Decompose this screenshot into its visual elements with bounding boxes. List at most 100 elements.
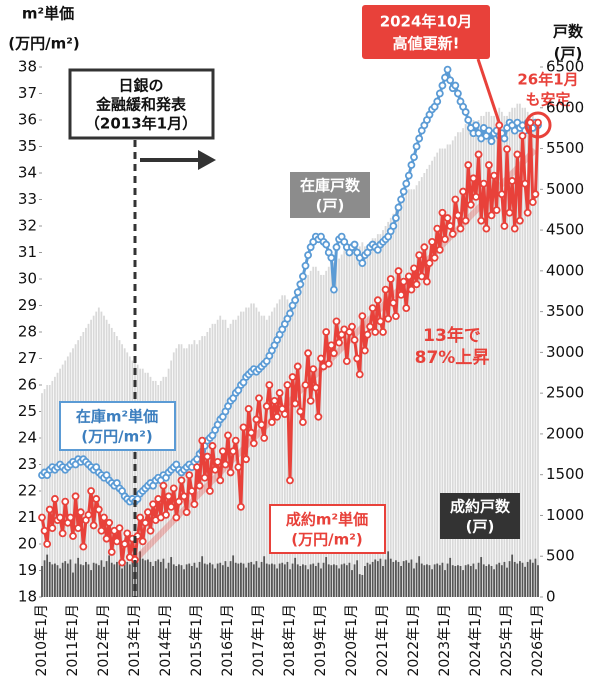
y2-tick-label: 3000 bbox=[546, 343, 584, 361]
bar bbox=[467, 124, 470, 598]
y-tick-label: 35 bbox=[18, 137, 37, 155]
point bbox=[464, 116, 473, 124]
point bbox=[412, 142, 421, 151]
bar bbox=[402, 561, 405, 597]
bar bbox=[397, 561, 400, 597]
point bbox=[293, 362, 302, 371]
bar bbox=[147, 559, 149, 597]
contract-price-box bbox=[269, 504, 386, 554]
point bbox=[56, 513, 64, 522]
bar bbox=[286, 299, 289, 597]
bar bbox=[141, 558, 144, 597]
bar bbox=[234, 562, 237, 597]
y-tick-label: 34 bbox=[18, 164, 37, 182]
point bbox=[355, 370, 364, 379]
point bbox=[242, 455, 250, 464]
bar bbox=[415, 185, 418, 597]
point bbox=[200, 473, 209, 482]
point bbox=[353, 354, 362, 363]
point bbox=[268, 418, 276, 427]
point bbox=[195, 481, 204, 490]
point bbox=[503, 145, 511, 154]
point bbox=[257, 420, 266, 429]
bar bbox=[500, 565, 503, 597]
point bbox=[247, 428, 256, 437]
bar bbox=[92, 315, 95, 597]
point bbox=[262, 402, 271, 411]
x-tick-label: 2013年1月 bbox=[127, 604, 143, 677]
bar bbox=[322, 274, 325, 597]
point bbox=[224, 431, 232, 440]
point bbox=[392, 214, 400, 222]
point bbox=[275, 389, 284, 397]
bar bbox=[333, 262, 335, 597]
point bbox=[423, 277, 431, 286]
bar bbox=[418, 556, 421, 597]
bar bbox=[451, 565, 454, 597]
bar bbox=[206, 564, 209, 597]
point bbox=[291, 296, 300, 305]
bar bbox=[314, 566, 317, 597]
bar bbox=[423, 565, 426, 597]
point bbox=[144, 508, 152, 517]
bar bbox=[136, 558, 139, 597]
point bbox=[389, 222, 398, 230]
bar bbox=[152, 566, 154, 597]
bar bbox=[92, 562, 95, 597]
bar bbox=[224, 561, 227, 597]
point bbox=[265, 381, 274, 389]
point bbox=[296, 407, 305, 416]
point bbox=[373, 296, 382, 305]
point bbox=[213, 457, 222, 466]
bar bbox=[276, 303, 278, 597]
bar bbox=[61, 562, 64, 597]
point bbox=[495, 121, 504, 130]
bar bbox=[85, 561, 87, 597]
bar bbox=[273, 307, 276, 597]
point bbox=[87, 487, 95, 495]
bar bbox=[41, 566, 43, 597]
y-tick-label: 27 bbox=[18, 349, 37, 367]
arrow-head bbox=[198, 150, 216, 170]
bar bbox=[209, 562, 211, 597]
bar bbox=[294, 557, 297, 597]
bar bbox=[105, 319, 108, 597]
bar bbox=[54, 376, 56, 597]
bar bbox=[480, 557, 483, 597]
peak-box bbox=[362, 5, 490, 59]
bar bbox=[325, 557, 328, 597]
bar bbox=[268, 564, 271, 597]
point bbox=[415, 251, 424, 260]
point bbox=[381, 285, 390, 294]
x-tick-label: 2021年1月 bbox=[375, 604, 391, 677]
bar bbox=[66, 356, 69, 597]
bar bbox=[358, 574, 361, 597]
bar bbox=[376, 234, 379, 597]
bar bbox=[382, 230, 384, 598]
bar bbox=[531, 562, 534, 597]
bar bbox=[320, 568, 322, 597]
latest-highlight bbox=[524, 111, 552, 139]
bar bbox=[488, 111, 490, 597]
point bbox=[79, 542, 88, 551]
bar bbox=[48, 385, 51, 597]
bar bbox=[400, 566, 402, 597]
bar bbox=[376, 561, 379, 597]
point bbox=[435, 89, 444, 98]
bar bbox=[175, 566, 178, 597]
bar bbox=[513, 107, 516, 598]
bar bbox=[402, 197, 405, 597]
bar bbox=[265, 563, 268, 597]
point bbox=[190, 500, 199, 509]
bar bbox=[268, 315, 271, 597]
y2-tick-label: 6500 bbox=[546, 58, 584, 76]
point bbox=[394, 203, 403, 212]
bar bbox=[374, 559, 377, 597]
bar bbox=[400, 201, 402, 598]
bar bbox=[431, 569, 433, 597]
bar bbox=[97, 565, 100, 597]
y-tick-label: 32 bbox=[18, 217, 37, 235]
bar bbox=[69, 559, 72, 597]
point bbox=[193, 463, 201, 472]
point bbox=[38, 513, 46, 522]
